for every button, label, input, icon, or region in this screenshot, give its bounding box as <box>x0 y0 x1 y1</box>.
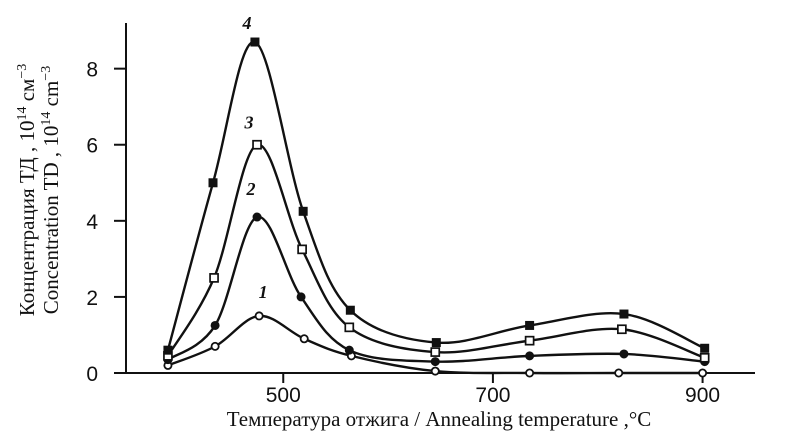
series-1-point <box>210 341 220 351</box>
series-2-point <box>252 212 262 222</box>
series-labels: 1 2 3 4 <box>241 13 267 302</box>
x-axis-title: Температура отжига / Annealing temperatu… <box>227 407 652 431</box>
series-4-point <box>208 178 218 188</box>
series-1-point <box>430 366 440 376</box>
axis-labels: 0 2 4 6 8 500 700 900 Температура отжига / Annea… <box>15 59 720 431</box>
series-4-point <box>431 338 441 348</box>
series-4-label: 4 <box>241 13 251 33</box>
series-4-point <box>619 309 629 319</box>
y-tick-label: 0 <box>86 363 98 386</box>
y-axis-title-ru-unit: см <box>15 79 39 107</box>
series-2-point <box>619 349 629 359</box>
y-axis-title-en-unit-exponent: −3 <box>39 66 54 81</box>
x-tick-label: 700 <box>475 384 510 407</box>
series-4-point <box>525 320 535 330</box>
y-axis-title-en-exponent: 14 <box>39 112 54 126</box>
series-3-point <box>297 244 307 255</box>
series-2-point <box>525 351 535 361</box>
series-3-point <box>430 347 441 357</box>
x-tick-label: 900 <box>685 384 720 407</box>
series-2-label: 2 <box>246 179 256 199</box>
series-4-point <box>700 343 710 353</box>
axes <box>114 23 755 383</box>
series-1-line <box>166 314 704 375</box>
y-axis-title-en-base: Concentration TD , 10 <box>39 126 63 315</box>
series-3-point <box>699 352 710 363</box>
series-3-point <box>252 139 262 150</box>
series-3-point <box>344 322 355 333</box>
series-3-point <box>524 335 535 346</box>
y-tick-label: 2 <box>86 287 98 310</box>
series-1-label: 1 <box>259 282 268 302</box>
series-4-line <box>166 40 706 352</box>
series-2-point <box>344 345 354 355</box>
x-tick-label: 500 <box>266 384 301 407</box>
series-3-point <box>617 324 627 335</box>
y-tick-label: 4 <box>86 211 98 234</box>
series-2-point <box>430 357 440 367</box>
y-axis-title-ru-base: Концентрация ТД , 10 <box>15 121 39 317</box>
series-3-label: 3 <box>244 113 254 133</box>
series-1-point <box>254 311 264 321</box>
y-tick-label: 6 <box>86 135 98 158</box>
y-tick-label: 8 <box>86 59 98 82</box>
series-4-point <box>250 37 260 47</box>
series-curves <box>166 40 706 375</box>
series-markers <box>163 37 710 378</box>
series-4-point <box>298 206 308 216</box>
y-axis-title-ru-exponent: 14 <box>15 107 30 121</box>
series-1-point <box>698 368 708 378</box>
series-2-point <box>210 320 220 330</box>
series-4-point <box>163 345 173 355</box>
series-2-point <box>296 292 306 302</box>
series-1-point <box>614 368 624 378</box>
y-axis-title-en-unit: cm <box>39 81 63 112</box>
y-axis-title-ru: Концентрация ТД , 1014 см−3 <box>15 64 39 317</box>
y-axis-title-en: Concentration TD , 1014 cm−3 <box>39 66 63 314</box>
y-axis-title-ru-unit-exponent: −3 <box>15 64 30 79</box>
series-4-point <box>345 305 355 315</box>
series-1-point <box>299 334 309 344</box>
series-1-point <box>525 368 535 378</box>
series-3-line <box>166 143 706 359</box>
series-3-point <box>209 273 219 283</box>
